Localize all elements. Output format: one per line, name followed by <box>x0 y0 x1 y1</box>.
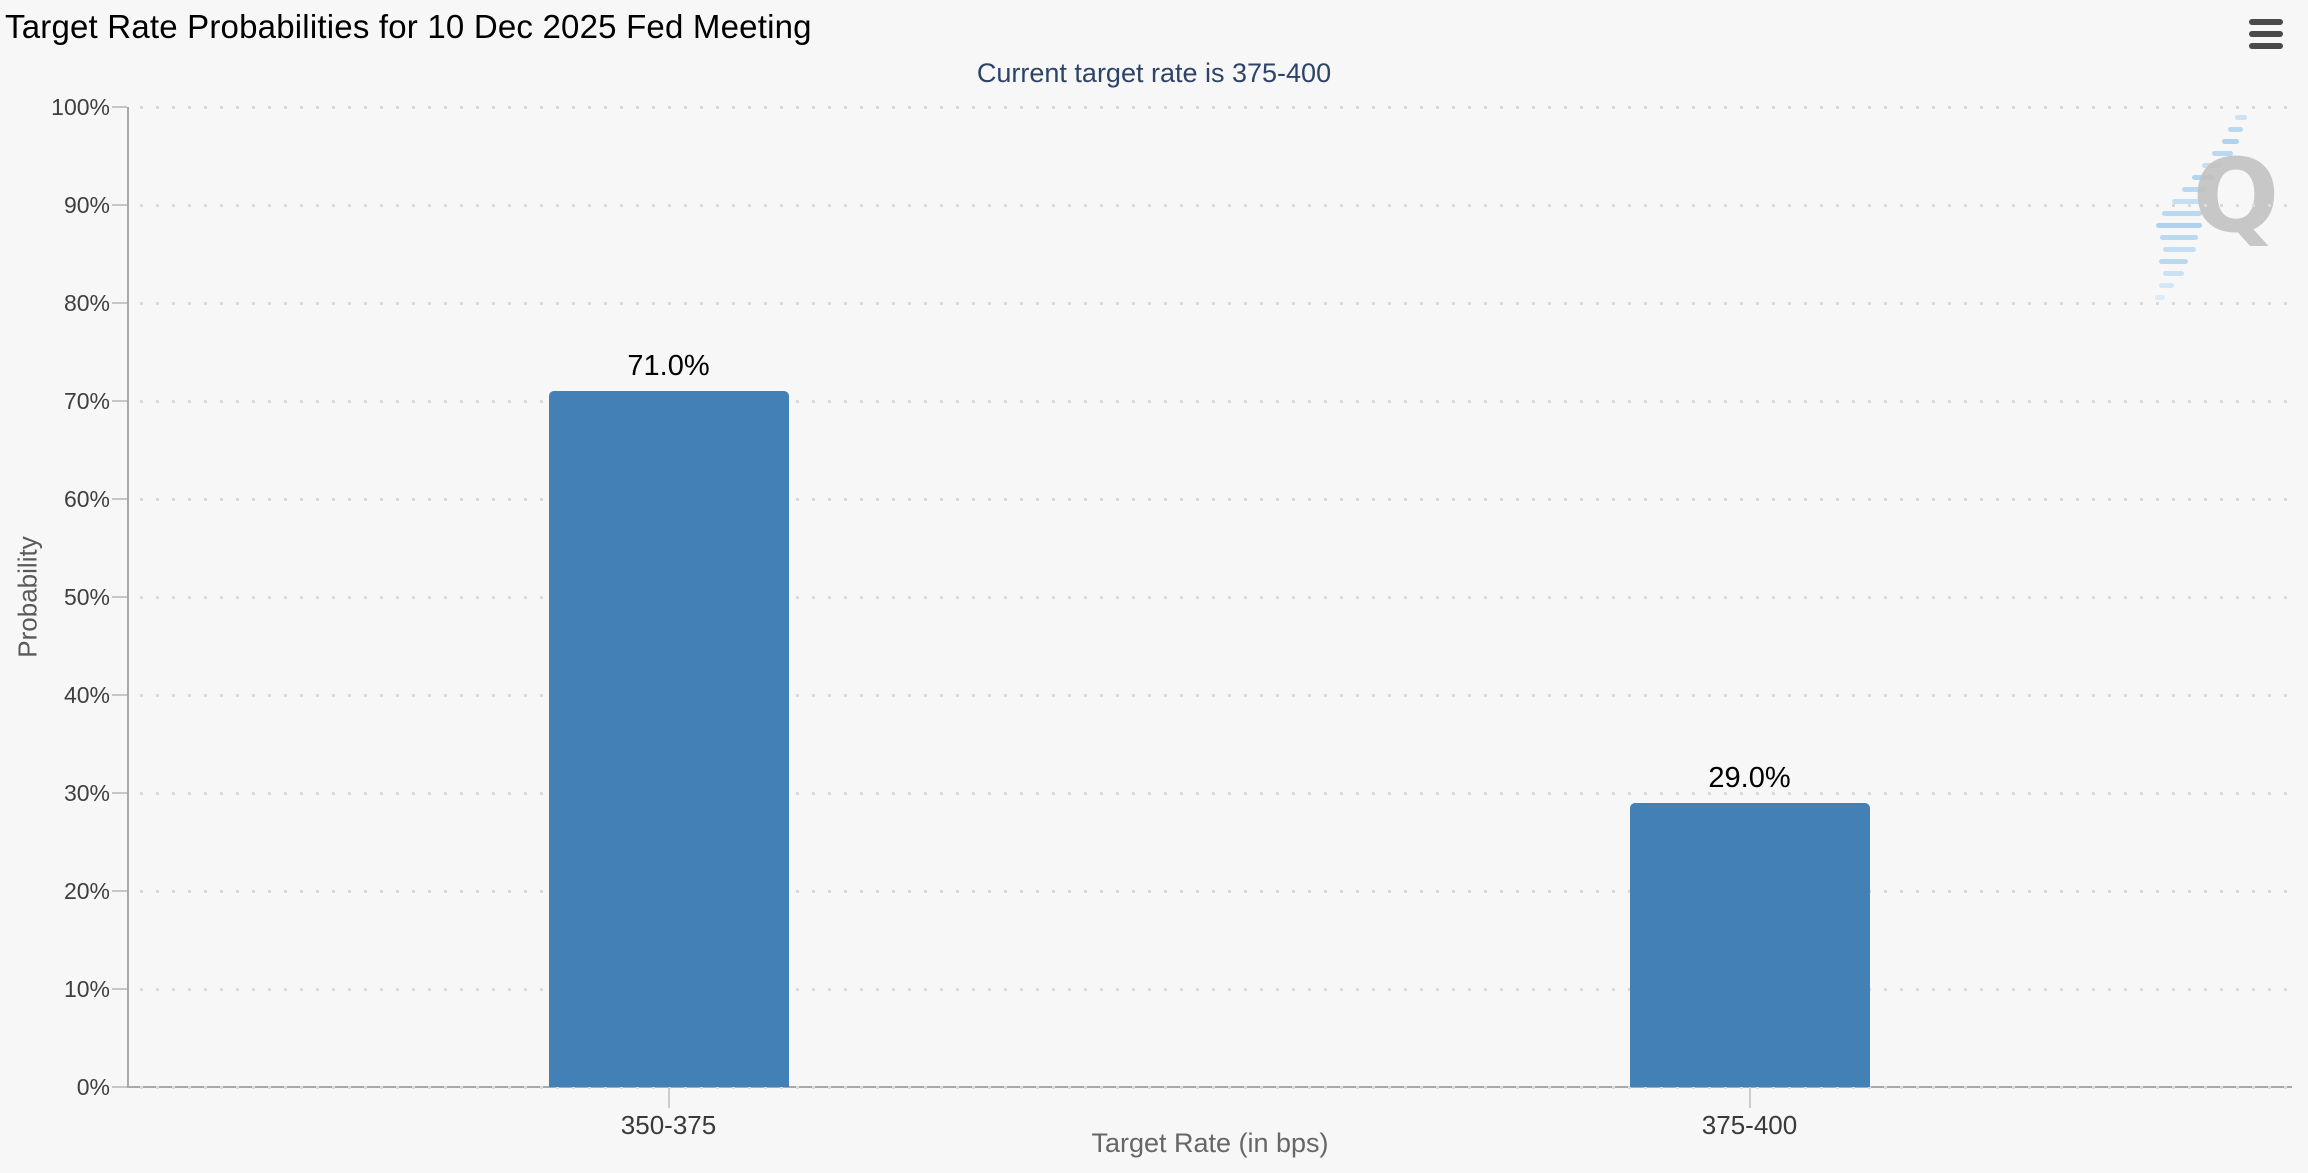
quikstrike-watermark: Q <box>2155 115 2280 300</box>
hamburger-menu-icon <box>2249 19 2283 25</box>
chart-subtitle: Current target rate is 375-400 <box>976 58 1332 88</box>
y-tick-mark <box>112 204 127 206</box>
y-tick-mark <box>112 302 127 304</box>
x-tick-mark <box>667 1087 670 1108</box>
y-gridline-20 <box>140 890 2290 893</box>
y-tick-mark <box>112 498 127 500</box>
y-axis-tick-label: 70% <box>63 388 110 414</box>
y-axis-tick-label: 30% <box>63 780 110 806</box>
y-axis-tick-label: 80% <box>63 290 110 316</box>
chart-title: Target Rate Probabilities for 10 Dec 202… <box>5 8 812 45</box>
y-axis-tick-label: 100% <box>51 94 110 120</box>
y-gridline-80 <box>140 302 2290 305</box>
y-tick-mark <box>112 400 127 402</box>
y-axis-tick-label: 0% <box>76 1074 110 1100</box>
y-gridline-100 <box>140 106 2290 109</box>
y-axis-tick-label: 10% <box>63 976 110 1002</box>
y-gridline-30 <box>140 792 2290 795</box>
y-tick-mark <box>112 694 127 696</box>
y-axis-tick-label: 60% <box>63 486 110 512</box>
y-gridline-70 <box>140 400 2290 403</box>
x-axis-category-label: 350-375 <box>620 1110 717 1140</box>
y-gridline-10 <box>140 988 2290 991</box>
hamburger-menu-icon <box>2249 31 2283 37</box>
bar-value-label: 29.0% <box>1708 761 1791 794</box>
watermark-letter-q: Q <box>2193 137 2280 256</box>
hamburger-menu-icon <box>2249 43 2283 49</box>
y-tick-mark <box>112 988 127 990</box>
y-tick-mark <box>112 596 127 598</box>
y-axis-line <box>127 107 129 1087</box>
bar-375-400[interactable] <box>1629 802 1870 1087</box>
y-gridline-50 <box>140 596 2290 599</box>
y-axis-tick-label: 20% <box>63 878 110 904</box>
bar-value-label: 71.0% <box>627 350 710 383</box>
x-axis-title: Target Rate (in bps) <box>1091 1128 1329 1158</box>
y-gridline-40 <box>140 694 2290 697</box>
y-tick-mark <box>112 106 127 108</box>
y-tick-mark <box>112 890 127 892</box>
y-gridline-0 <box>140 1086 2290 1089</box>
y-axis-tick-label: 90% <box>63 192 110 218</box>
y-tick-mark <box>112 1086 127 1088</box>
x-axis-category-label: 375-400 <box>1701 1110 1798 1140</box>
y-gridline-60 <box>140 498 2290 501</box>
bar-350-375[interactable] <box>548 391 789 1087</box>
y-axis-tick-label: 40% <box>63 682 110 708</box>
chart-context-menu-button[interactable] <box>2249 19 2283 49</box>
y-tick-mark <box>112 792 127 794</box>
y-axis-tick-label: 50% <box>63 584 110 610</box>
y-gridline-90 <box>140 204 2290 207</box>
x-tick-mark <box>1748 1087 1751 1108</box>
